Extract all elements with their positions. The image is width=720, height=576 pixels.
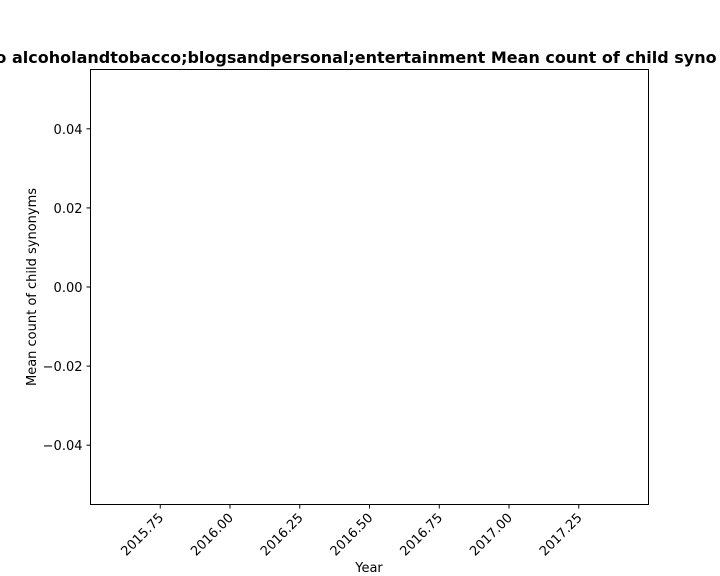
y-tick-label: 0.02 — [54, 202, 83, 217]
y-axis: 0.04 0.02 0.00 −0.02 −0.04 — [43, 123, 91, 454]
x-tick-label: 2017.00 — [467, 511, 516, 560]
y-tick-label: −0.04 — [43, 439, 83, 454]
y-axis-label: Mean count of child synonyms — [25, 188, 40, 386]
x-tick-label: 2016.50 — [328, 511, 377, 560]
x-tick-label: 2016.25 — [258, 511, 307, 560]
x-tick-label: 2015.75 — [118, 511, 167, 560]
x-axis: 2015.75 2016.00 2016.25 2016.50 2016.75 2017.… — [118, 504, 586, 560]
y-tick-label: 0.00 — [54, 281, 83, 296]
x-tick-label: 2016.00 — [188, 511, 237, 560]
plot-area-frame — [90, 69, 649, 505]
x-tick-label: 2017.25 — [537, 511, 586, 560]
y-tick-label: −0.02 — [43, 360, 83, 375]
chart-title: o alcoholandtobacco;blogsandpersonal;ent… — [0, 48, 717, 67]
x-axis-label: Year — [354, 561, 383, 576]
y-tick-label: 0.04 — [54, 123, 83, 138]
x-tick-label: 2016.75 — [397, 511, 446, 560]
